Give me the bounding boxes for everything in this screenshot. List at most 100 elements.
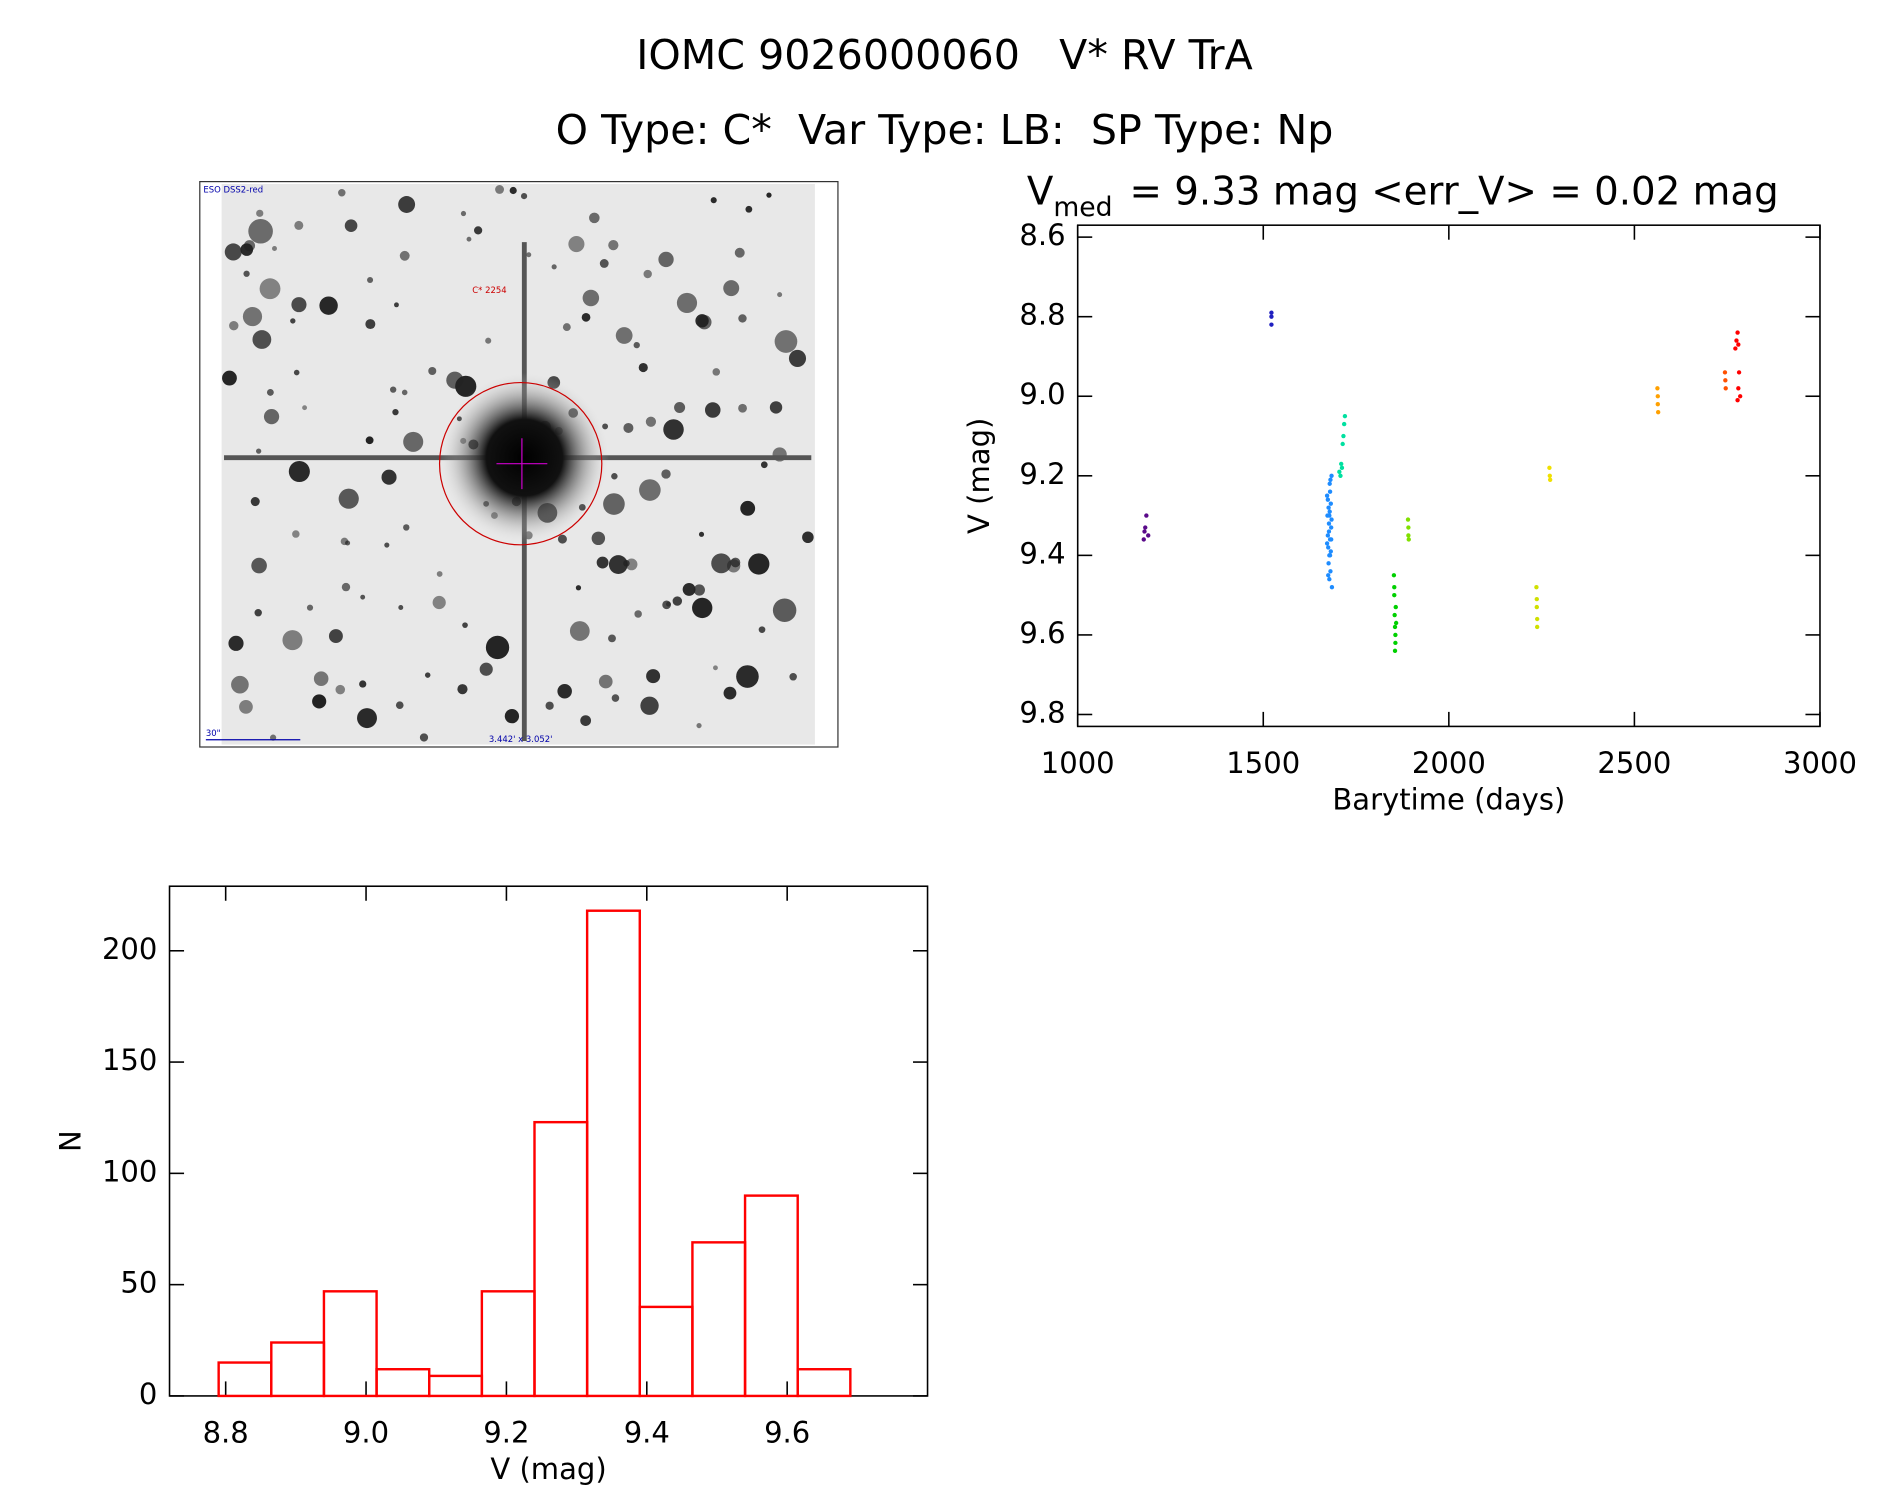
star xyxy=(291,297,307,313)
point xyxy=(1534,616,1540,622)
star xyxy=(242,306,263,327)
x-tick-label: 9.6 xyxy=(764,1416,810,1450)
point xyxy=(1328,569,1333,574)
star xyxy=(569,621,590,641)
star xyxy=(645,416,657,427)
point xyxy=(1327,481,1332,486)
star xyxy=(256,448,262,454)
point xyxy=(1141,537,1146,542)
star xyxy=(403,524,410,531)
star xyxy=(633,341,640,349)
star xyxy=(623,422,634,433)
point xyxy=(1534,596,1539,602)
point xyxy=(1547,477,1553,482)
point xyxy=(1655,409,1661,415)
star xyxy=(698,531,705,537)
y-tick-label: 50 xyxy=(120,1266,157,1300)
star xyxy=(526,252,532,258)
star xyxy=(661,469,671,479)
point xyxy=(1736,370,1742,375)
star xyxy=(608,240,619,251)
star xyxy=(401,389,408,396)
point xyxy=(1329,517,1334,522)
bar xyxy=(691,1241,747,1398)
star xyxy=(302,405,308,411)
point xyxy=(1393,604,1398,610)
star xyxy=(551,264,557,270)
y-axis-label: N xyxy=(54,1130,88,1152)
star xyxy=(562,323,571,332)
point xyxy=(1329,585,1335,590)
star xyxy=(710,197,717,204)
point xyxy=(1534,604,1539,610)
star xyxy=(695,314,709,328)
star xyxy=(736,665,759,688)
scale-label: 30" xyxy=(206,728,221,738)
star xyxy=(663,419,684,440)
x-axis-label: Barytime (days) xyxy=(1332,782,1565,816)
star xyxy=(696,723,702,729)
point xyxy=(1393,640,1398,646)
star xyxy=(766,192,772,198)
bar xyxy=(585,909,641,1398)
point xyxy=(1339,465,1345,471)
star xyxy=(254,609,262,617)
point xyxy=(1393,632,1398,638)
star xyxy=(589,212,600,224)
star xyxy=(243,240,256,252)
star xyxy=(460,210,467,217)
star xyxy=(658,251,674,268)
star xyxy=(395,701,404,709)
point xyxy=(1144,513,1149,518)
star xyxy=(608,634,616,643)
point xyxy=(1338,473,1343,478)
star xyxy=(319,296,338,315)
point xyxy=(1406,533,1411,538)
star xyxy=(365,319,376,330)
star xyxy=(313,671,329,686)
star xyxy=(367,277,374,284)
star xyxy=(557,684,572,699)
point xyxy=(1393,620,1399,626)
point xyxy=(1326,573,1331,578)
point xyxy=(1733,346,1738,351)
star xyxy=(231,675,249,694)
x-axis-label: V (mag) xyxy=(490,1452,606,1486)
star xyxy=(788,349,807,367)
bar xyxy=(743,1194,799,1398)
bar xyxy=(480,1290,536,1398)
point xyxy=(1339,461,1344,467)
star xyxy=(802,531,814,544)
y-tick-label: 9.8 xyxy=(1019,695,1065,729)
star xyxy=(398,605,404,610)
star xyxy=(777,292,783,298)
title-main: V xyxy=(1027,169,1054,214)
star xyxy=(646,669,661,684)
star xyxy=(599,259,609,268)
star xyxy=(428,366,437,376)
point xyxy=(1325,497,1331,502)
point xyxy=(1269,314,1274,319)
star xyxy=(575,585,582,591)
star xyxy=(734,247,745,258)
star xyxy=(520,193,528,200)
star xyxy=(312,694,327,709)
star xyxy=(474,226,483,235)
figure-title: IOMC 9026000060 V* RV TrA xyxy=(636,31,1253,79)
star xyxy=(745,205,753,213)
point xyxy=(1329,525,1334,530)
y-tick-label: 150 xyxy=(102,1043,157,1077)
star xyxy=(293,369,300,376)
point xyxy=(1326,505,1331,510)
point xyxy=(1734,338,1739,343)
point xyxy=(1340,441,1345,447)
point xyxy=(1736,386,1741,391)
star xyxy=(263,408,280,425)
x-tick-label: 3000 xyxy=(1783,746,1857,780)
star xyxy=(294,220,304,230)
star xyxy=(466,236,472,242)
y-tick-label: 8.6 xyxy=(1019,218,1065,252)
point xyxy=(1324,541,1330,546)
star xyxy=(455,375,477,397)
